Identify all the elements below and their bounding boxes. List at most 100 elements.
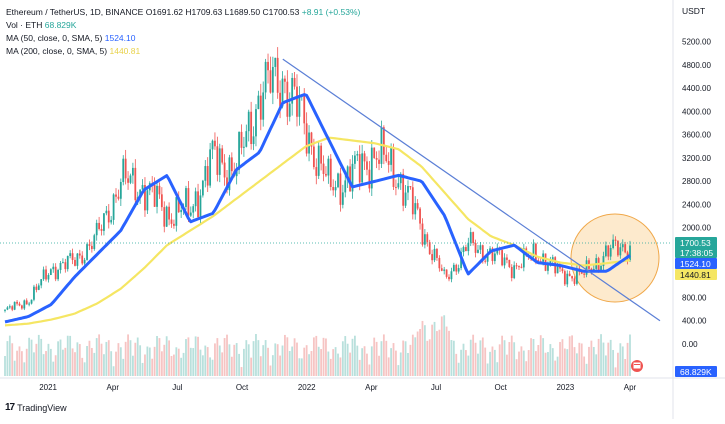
candle-body	[47, 274, 50, 280]
volume-bar	[440, 316, 443, 376]
candle-body	[438, 257, 441, 269]
volume-bar	[592, 346, 595, 376]
candle-body	[486, 253, 489, 262]
volume-row[interactable]: Vol · ETH 68.829K	[6, 19, 360, 32]
candle-body	[411, 187, 414, 215]
volume-bar	[508, 342, 511, 376]
candle-body	[129, 175, 132, 183]
time-tick-label: Oct	[236, 383, 249, 392]
volume-bar	[317, 346, 320, 376]
volume-bar	[419, 328, 421, 376]
candle-body	[455, 264, 458, 272]
volume-label[interactable]: Vol · ETH	[6, 20, 43, 30]
candle-body	[358, 154, 361, 183]
volume-bar	[481, 337, 484, 376]
candle-body	[189, 212, 192, 216]
volume-bar	[501, 335, 504, 376]
candle-body	[271, 66, 274, 93]
candle-body	[506, 257, 508, 260]
volume-bar	[64, 347, 67, 376]
volume-bar	[467, 355, 470, 376]
volume-bar	[460, 349, 462, 376]
volume-bar	[414, 337, 417, 376]
volume-bar	[131, 355, 134, 376]
symbol-title[interactable]: Ethereum / TetherUS, 1D, BINANCE	[6, 7, 144, 17]
volume-bar	[139, 345, 142, 376]
volume-bar	[298, 358, 301, 376]
candle-body	[40, 279, 43, 286]
volume-bar	[614, 367, 617, 376]
candle-body	[474, 243, 477, 253]
ma50-label[interactable]: MA (50, close, 0, SMA, 5)	[6, 33, 103, 43]
volume-bar	[361, 348, 364, 376]
volume-bar	[296, 342, 298, 376]
volume-bar	[30, 339, 33, 376]
candle-body	[160, 194, 163, 208]
volume-bar	[194, 336, 197, 376]
candle-body	[281, 78, 284, 107]
candle-body	[83, 259, 86, 264]
volume-bar	[506, 354, 508, 376]
ma200-line	[4, 136, 631, 327]
candle-body	[472, 232, 475, 244]
candle-body	[547, 264, 549, 271]
volume-bar	[291, 346, 294, 376]
candle-body	[402, 173, 405, 206]
volume-bar	[337, 353, 339, 376]
symbol-row[interactable]: Ethereum / TetherUS, 1D, BINANCE O1691.6…	[6, 6, 360, 19]
volume-bar	[370, 346, 373, 376]
time-tick-label: Jul	[431, 383, 441, 392]
candle-body	[556, 266, 559, 274]
candle-body	[298, 96, 301, 117]
volume-bar	[59, 339, 62, 376]
candle-body	[561, 268, 564, 272]
volume-bar	[604, 355, 607, 376]
candle-body	[8, 306, 11, 308]
candle-body	[110, 219, 113, 223]
volume-bar	[421, 320, 424, 376]
volume-bar	[47, 343, 50, 376]
volume-bar	[173, 354, 175, 376]
volume-bar	[20, 351, 23, 376]
candle-body	[346, 166, 349, 181]
volume-bar	[438, 329, 441, 376]
candle-body	[484, 260, 487, 262]
price-tick-label: 0.00	[682, 340, 698, 349]
volume-bar	[373, 337, 376, 376]
tradingview-logo[interactable]: 17 TradingView	[5, 402, 67, 413]
candle-body	[242, 146, 245, 148]
volume-bar	[122, 358, 125, 376]
candle-body	[223, 162, 226, 178]
volume-bar	[530, 338, 532, 376]
volume-bar	[230, 356, 233, 376]
volume-bar	[6, 341, 9, 376]
volume-bar	[597, 338, 600, 376]
ma200-row[interactable]: MA (200, close, 0, SMA, 5) 1440.81	[6, 45, 360, 58]
ma200-label[interactable]: MA (200, close, 0, SMA, 5)	[6, 46, 108, 56]
candle-body	[612, 239, 615, 249]
volume-bar	[474, 342, 477, 376]
price-axis[interactable]: 5200.00 4800.00 4400.00 4000.00 3600.00 3200.…	[682, 38, 711, 349]
candle-body	[339, 173, 342, 205]
candle-body	[416, 203, 419, 209]
volume-bar	[465, 350, 467, 376]
candle-body	[568, 273, 571, 277]
ma50-row[interactable]: MA (50, close, 0, SMA, 5) 1524.10	[6, 32, 360, 45]
volume-bar	[238, 353, 240, 376]
candle-body	[296, 86, 298, 117]
time-axis[interactable]: 2021 Apr Jul Oct 2022 Apr Jul Oct 2023 Apr	[39, 383, 636, 392]
volume-bar	[156, 336, 158, 376]
volume-bar	[534, 351, 537, 376]
volume-bar	[561, 339, 564, 376]
volume-bar	[16, 350, 18, 376]
volume-bar	[489, 351, 491, 376]
candle-body	[609, 248, 612, 257]
time-tick-label: 2021	[39, 383, 57, 392]
candle-body	[604, 245, 607, 257]
volume-bar	[262, 345, 265, 376]
volume-bar	[78, 344, 81, 376]
volume-bar	[100, 343, 103, 376]
settings-icon[interactable]	[631, 360, 643, 372]
